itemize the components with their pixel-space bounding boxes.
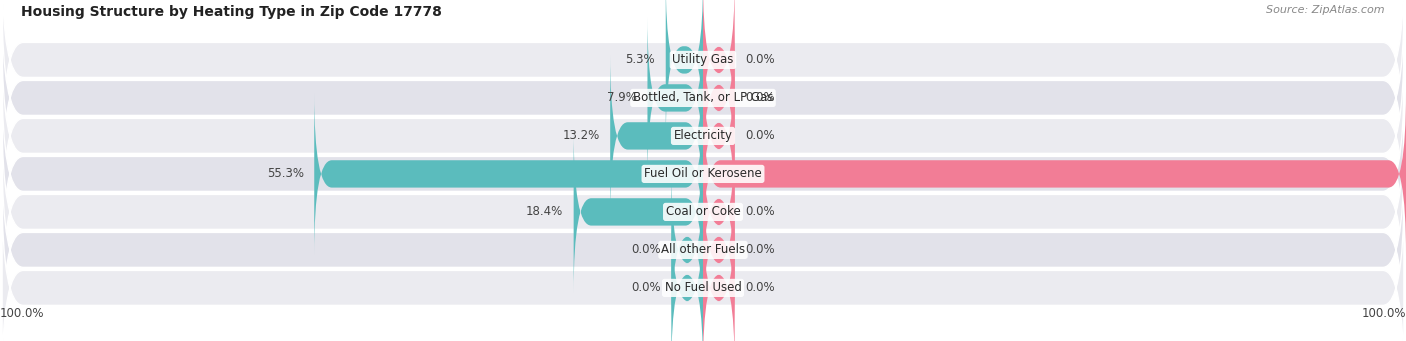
FancyBboxPatch shape <box>1 153 1403 341</box>
Text: 18.4%: 18.4% <box>526 205 564 218</box>
Text: 5.3%: 5.3% <box>626 54 655 66</box>
Text: 0.0%: 0.0% <box>631 243 661 256</box>
FancyBboxPatch shape <box>610 55 703 217</box>
Text: 100.0%: 100.0% <box>1361 307 1406 320</box>
FancyBboxPatch shape <box>703 168 734 331</box>
FancyBboxPatch shape <box>672 207 703 341</box>
Text: Housing Structure by Heating Type in Zip Code 17778: Housing Structure by Heating Type in Zip… <box>21 5 441 19</box>
FancyBboxPatch shape <box>574 131 703 293</box>
FancyBboxPatch shape <box>703 93 1406 255</box>
Text: 0.0%: 0.0% <box>631 281 661 294</box>
FancyBboxPatch shape <box>647 17 703 179</box>
Text: 0.0%: 0.0% <box>745 243 775 256</box>
Text: 0.0%: 0.0% <box>745 281 775 294</box>
Text: Utility Gas: Utility Gas <box>672 54 734 66</box>
FancyBboxPatch shape <box>315 93 703 255</box>
FancyBboxPatch shape <box>703 131 734 293</box>
Text: Electricity: Electricity <box>673 130 733 143</box>
Text: 7.9%: 7.9% <box>607 91 637 104</box>
FancyBboxPatch shape <box>1 115 1403 308</box>
Text: Source: ZipAtlas.com: Source: ZipAtlas.com <box>1267 5 1385 15</box>
FancyBboxPatch shape <box>703 55 734 217</box>
FancyBboxPatch shape <box>672 168 703 331</box>
Text: 13.2%: 13.2% <box>562 130 599 143</box>
FancyBboxPatch shape <box>703 17 734 179</box>
Legend: Owner-occupied, Renter-occupied: Owner-occupied, Renter-occupied <box>574 337 832 341</box>
FancyBboxPatch shape <box>1 0 1403 157</box>
Text: 0.0%: 0.0% <box>745 130 775 143</box>
FancyBboxPatch shape <box>1 1 1403 194</box>
FancyBboxPatch shape <box>1 191 1403 341</box>
Text: 0.0%: 0.0% <box>745 205 775 218</box>
FancyBboxPatch shape <box>666 0 703 141</box>
Text: Fuel Oil or Kerosene: Fuel Oil or Kerosene <box>644 167 762 180</box>
Text: 100.0%: 100.0% <box>0 307 45 320</box>
FancyBboxPatch shape <box>1 77 1403 270</box>
Text: Coal or Coke: Coal or Coke <box>665 205 741 218</box>
FancyBboxPatch shape <box>703 207 734 341</box>
Text: 0.0%: 0.0% <box>745 54 775 66</box>
Text: All other Fuels: All other Fuels <box>661 243 745 256</box>
Text: 55.3%: 55.3% <box>267 167 304 180</box>
FancyBboxPatch shape <box>1 40 1403 233</box>
Text: 0.0%: 0.0% <box>745 91 775 104</box>
Text: Bottled, Tank, or LP Gas: Bottled, Tank, or LP Gas <box>633 91 773 104</box>
Text: No Fuel Used: No Fuel Used <box>665 281 741 294</box>
FancyBboxPatch shape <box>703 0 734 141</box>
